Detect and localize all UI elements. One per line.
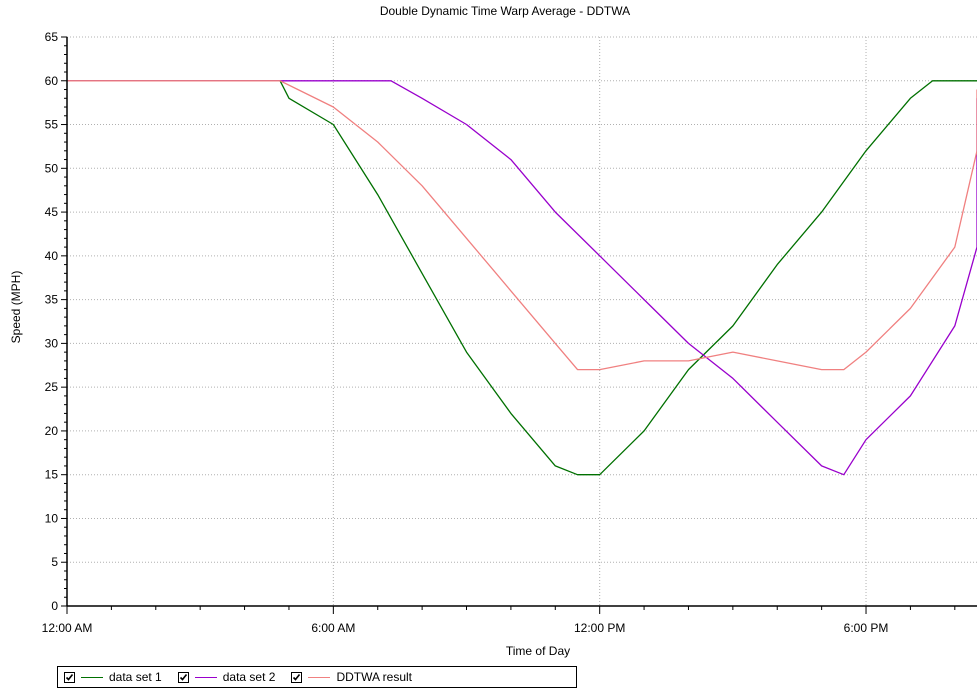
y-tick-label: 55 [45,118,59,132]
legend-label-ddtwa-result: DDTWA result [336,670,412,684]
legend-label-data-set-1: data set 1 [109,670,162,684]
series-layer [67,80,977,476]
y-axis-title: Speed (MPH) [9,271,23,344]
y-tick-label: 65 [45,30,59,44]
legend-swatch-data-set-2 [194,676,217,678]
y-tick-label: 45 [45,205,59,219]
legend-swatch-data-set-1 [81,676,103,678]
y-tick-label: 30 [45,336,59,350]
x-tick-label: 6:00 AM [311,621,355,635]
x-axis-title: Time of Day [506,644,570,658]
y-tick-label: 5 [51,555,58,569]
y-tick-label: 20 [45,424,59,438]
chart-title: Double Dynamic Time Warp Average - DDTWA [379,4,631,18]
x-tick-label: 6:00 PM [844,621,889,635]
y-tick-label: 40 [45,249,59,263]
axis-layer: 0 5 10 15 20 25 30 35 40 45 50 55 60 65 12:00 AM 6:00 A… [42,30,977,635]
legend-item-ddtwa-result[interactable]: DDTWA result [291,667,412,687]
checkbox-checked-icon[interactable] [177,671,189,683]
y-tick-label: 60 [45,74,59,88]
y-tick-label: 0 [51,599,58,613]
x-tick-label: 12:00 PM [574,621,625,635]
y-tick-label: 50 [45,161,59,175]
legend: data set 1 data set 2 DDTWA result [57,666,577,688]
y-tick-label: 35 [45,293,59,307]
legend-item-data-set-2[interactable]: data set 2 [177,667,276,687]
series-line-1 [67,80,977,476]
series-line-3 [67,80,977,371]
legend-item-data-set-1[interactable]: data set 1 [64,667,162,687]
legend-swatch-ddtwa-result [308,676,331,678]
checkbox-checked-icon[interactable] [64,671,75,683]
y-tick-label: 15 [45,468,59,482]
grid-layer [67,36,977,606]
y-tick-label: 25 [45,380,59,394]
x-tick-label: 12:00 AM [42,621,93,635]
checkbox-checked-icon[interactable] [291,671,303,683]
series-line-2 [67,80,977,476]
y-tick-label: 10 [45,511,59,525]
legend-label-data-set-2: data set 2 [222,670,276,684]
